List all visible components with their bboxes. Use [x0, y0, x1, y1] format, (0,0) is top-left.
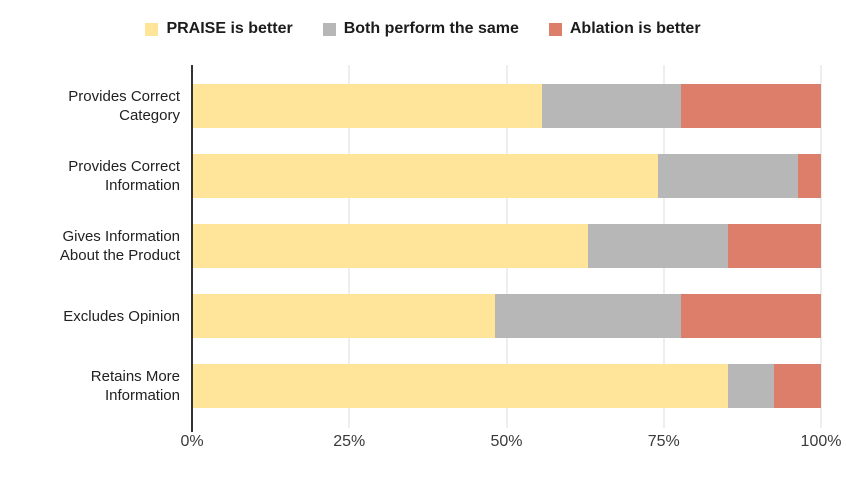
bar-segment: [192, 364, 728, 408]
bar-segment: [541, 84, 682, 128]
bar-segment: [680, 294, 821, 338]
bar-row: Excludes Opinion: [0, 281, 821, 351]
bar-segment: [192, 84, 542, 128]
bar-rows: Provides Correct Category Provides Correc…: [0, 71, 821, 421]
bar-segment: [192, 154, 659, 198]
bar-row: Retains More Information: [0, 351, 821, 421]
x-tick-label: 0%: [180, 433, 204, 450]
bar-segment: [192, 294, 495, 338]
bar-track: [192, 294, 821, 338]
legend-item: Ablation is better: [548, 20, 701, 38]
bar-segment: [797, 154, 821, 198]
bar-track: [192, 154, 821, 198]
category-label: Excludes Opinion: [63, 307, 180, 325]
bar-segment: [727, 364, 775, 408]
bar-segment: [774, 364, 821, 408]
bar-row: Gives Information About the Product: [0, 211, 821, 281]
legend-marker-icon: [145, 22, 159, 36]
category-label: Provides Correct Category: [68, 88, 180, 124]
legend-item: Both perform the same: [322, 20, 519, 38]
bar-segment: [192, 224, 589, 268]
gridline: [820, 65, 822, 428]
category-label: Provides Correct Information: [68, 158, 180, 194]
legend-label: PRAISE is better: [166, 20, 293, 37]
legend-marker-icon: [548, 22, 562, 36]
category-label: Retains More Information: [90, 368, 180, 404]
legend-label: Both perform the same: [343, 20, 519, 37]
chart-legend: PRAISE is better Both perform the same Abl…: [0, 20, 846, 38]
legend-item: PRAISE is better: [145, 20, 293, 38]
bar-segment: [494, 294, 681, 338]
bar-segment: [727, 224, 821, 268]
legend-label: Ablation is better: [569, 20, 701, 37]
x-tick-label: 25%: [333, 433, 366, 450]
x-tick-label: 75%: [647, 433, 680, 450]
x-tick-label: 100%: [800, 433, 842, 450]
bar-segment: [658, 154, 798, 198]
bar-track: [192, 84, 821, 128]
category-label: Gives Information About the Product: [59, 228, 180, 264]
x-tick-label: 50%: [490, 433, 523, 450]
y-axis-line: [191, 65, 193, 432]
bar-row: Provides Correct Information: [0, 141, 821, 211]
bar-row: Provides Correct Category: [0, 71, 821, 141]
bar-track: [192, 224, 821, 268]
legend-marker-icon: [322, 22, 336, 36]
x-axis: 0% 25% 50% 75% 100%: [180, 433, 841, 457]
bar-track: [192, 364, 821, 408]
bar-segment: [588, 224, 728, 268]
bar-segment: [681, 84, 821, 128]
